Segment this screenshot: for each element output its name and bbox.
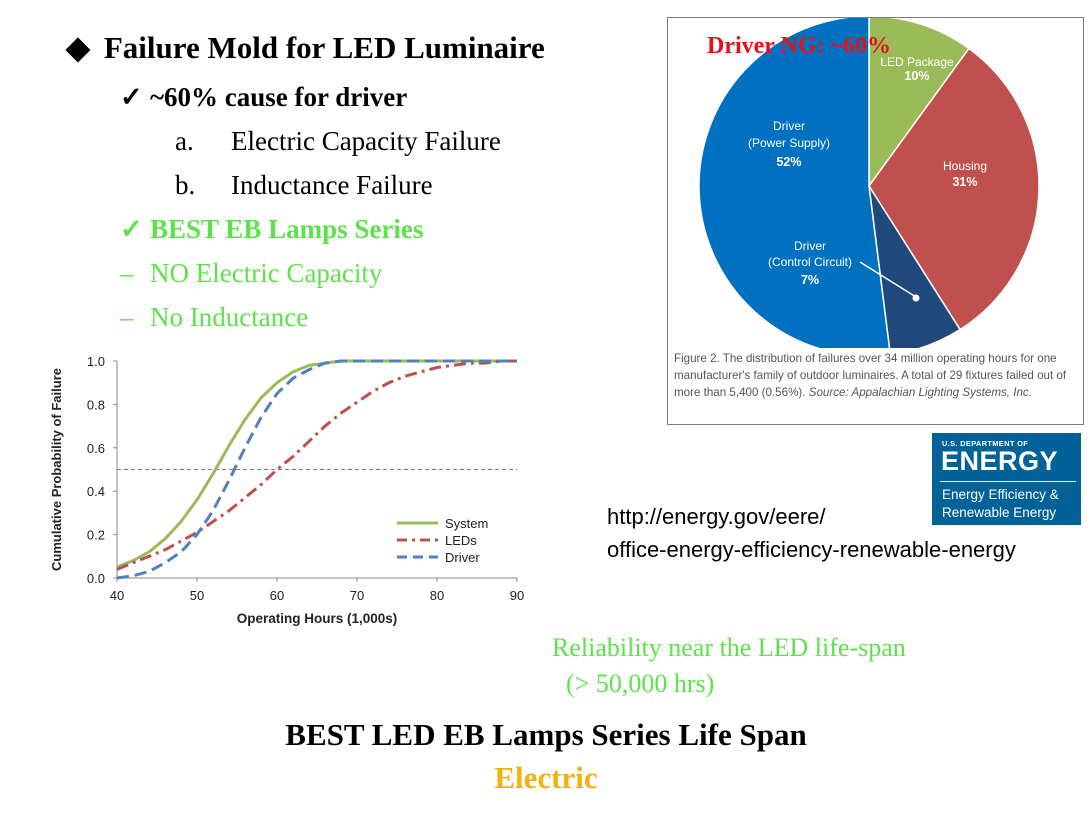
pie-leader-dot — [912, 294, 920, 302]
pie-slice — [868, 47, 1040, 331]
pie-slice-value: 31% — [952, 175, 977, 189]
x-tick-label: 60 — [270, 588, 284, 603]
series-line — [116, 359, 517, 571]
subitem-text: Inductance Failure — [231, 170, 433, 200]
diamond-bullet-icon: ◆ — [66, 30, 90, 65]
dash-icon: – — [120, 302, 134, 332]
dash-item-capacity: – NO Electric Capacity — [120, 258, 382, 289]
doe-energy: ENERGY — [941, 446, 1059, 476]
driver-ng-overlay: Driver NG: ~60% — [707, 33, 891, 59]
dash-item-inductance: – No Inductance — [120, 302, 308, 333]
pie-slice — [868, 185, 962, 348]
energy-url-line1[interactable]: http://energy.gov/eere/ — [607, 504, 826, 529]
y-tick-label: 0.6 — [87, 441, 105, 456]
pie-slice-label: Driver — [794, 239, 826, 253]
slide-title: Failure Mold for LED Luminaire — [103, 30, 545, 65]
reliability-line1: Reliability near the LED life-span — [552, 633, 906, 662]
y-tick-label: 0.8 — [87, 397, 105, 412]
pie-slice — [868, 18, 970, 189]
legend-label: LEDs — [445, 533, 477, 548]
pie-figure: LED Package 10% Housing 31% Driver (Control C… — [667, 17, 1084, 425]
pie-slice-label: Driver — [773, 119, 805, 133]
point-driver-cause-text: ~60% cause for driver — [150, 82, 408, 112]
point-best-eb-text: BEST EB Lamps Series — [150, 214, 424, 244]
slide-title-row: ◆ Failure Mold for LED Luminaire — [66, 30, 545, 66]
pie-slice-value: 7% — [801, 273, 819, 287]
checkmark-icon: ✓ — [120, 214, 143, 244]
x-tick-label: 80 — [430, 588, 444, 603]
pie-slice-label: (Power Supply) — [748, 136, 830, 150]
reliability-note: Reliability near the LED life-span (> 50… — [552, 630, 906, 702]
series-line — [116, 359, 517, 580]
x-tick-label: 70 — [350, 588, 364, 603]
x-axis-label: Operating Hours (1,000s) — [237, 611, 398, 626]
pie-slice-value: 52% — [776, 155, 801, 169]
subitem-letter: a. — [175, 126, 194, 156]
pie-slice-value: 10% — [904, 69, 929, 83]
doe-subtitle: Energy Efficiency & Renewable Energy — [942, 486, 1059, 522]
y-tick-label: 0.2 — [87, 528, 105, 543]
point-best-eb: ✓ BEST EB Lamps Series — [120, 214, 423, 245]
pie-caption-source: Source: Appalachian Lighting Systems, In… — [808, 386, 1032, 399]
subitem-b: b. Inductance Failure — [175, 170, 433, 201]
dash-item-text: NO Electric Capacity — [150, 258, 383, 288]
subitem-text: Electric Capacity Failure — [231, 126, 501, 156]
footer-title: BEST LED EB Lamps Series Life Span — [285, 717, 807, 752]
pie-leader-line — [859, 261, 917, 298]
legend-label: System — [445, 516, 488, 531]
failure-probability-chart: 0.0 0.2 0.4 0.6 0.8 1.0 40 50 60 70 80 90 System LEDs… — [45, 345, 535, 640]
x-tick-label: 40 — [110, 588, 124, 603]
energy-url-line2[interactable]: office-energy-efficiency-renewable-energ… — [607, 537, 1016, 562]
x-tick-label: 50 — [190, 588, 204, 603]
doe-dept: U.S. DEPARTMENT OF — [942, 439, 1029, 448]
doe-logo: U.S. DEPARTMENT OF ENERGY Energy Efficie… — [932, 433, 1081, 525]
pie-slice-label: Housing — [943, 159, 987, 173]
doe-subtitle-line2: Renewable Energy — [942, 505, 1057, 520]
y-tick-label: 0.0 — [87, 571, 105, 586]
x-tick-label: 90 — [510, 588, 524, 603]
footer-subtitle: Electric — [494, 760, 598, 795]
pie-slice — [698, 18, 891, 348]
checkmark-icon: ✓ — [120, 82, 143, 112]
doe-subtitle-line1: Energy Efficiency & — [942, 487, 1059, 502]
legend-label: Driver — [445, 550, 480, 565]
pie-slice-label: LED Package — [880, 55, 954, 69]
reliability-line2: (> 50,000 hrs) — [566, 669, 715, 698]
point-driver-cause: ✓ ~60% cause for driver — [120, 82, 407, 113]
y-axis-label: Cumulative Probability of Failure — [49, 368, 64, 571]
doe-divider — [940, 481, 1076, 482]
subitem-letter: b. — [175, 170, 196, 200]
pie-caption-text: Figure 2. The distribution of failures o… — [674, 352, 1067, 399]
energy-url[interactable]: http://energy.gov/eere/ office-energy-ef… — [607, 500, 1016, 566]
line-chart: 0.0 0.2 0.4 0.6 0.8 1.0 40 50 60 70 80 90 System LEDs… — [49, 354, 524, 626]
subitem-a: a. Electric Capacity Failure — [175, 126, 501, 157]
y-tick-label: 1.0 — [87, 354, 105, 369]
dash-item-text: No Inductance — [150, 302, 309, 332]
pie-caption: Figure 2. The distribution of failures o… — [674, 350, 1079, 401]
dash-icon: – — [120, 258, 134, 288]
pie-slice-label: (Control Circuit) — [768, 255, 852, 269]
y-tick-label: 0.4 — [87, 484, 105, 499]
